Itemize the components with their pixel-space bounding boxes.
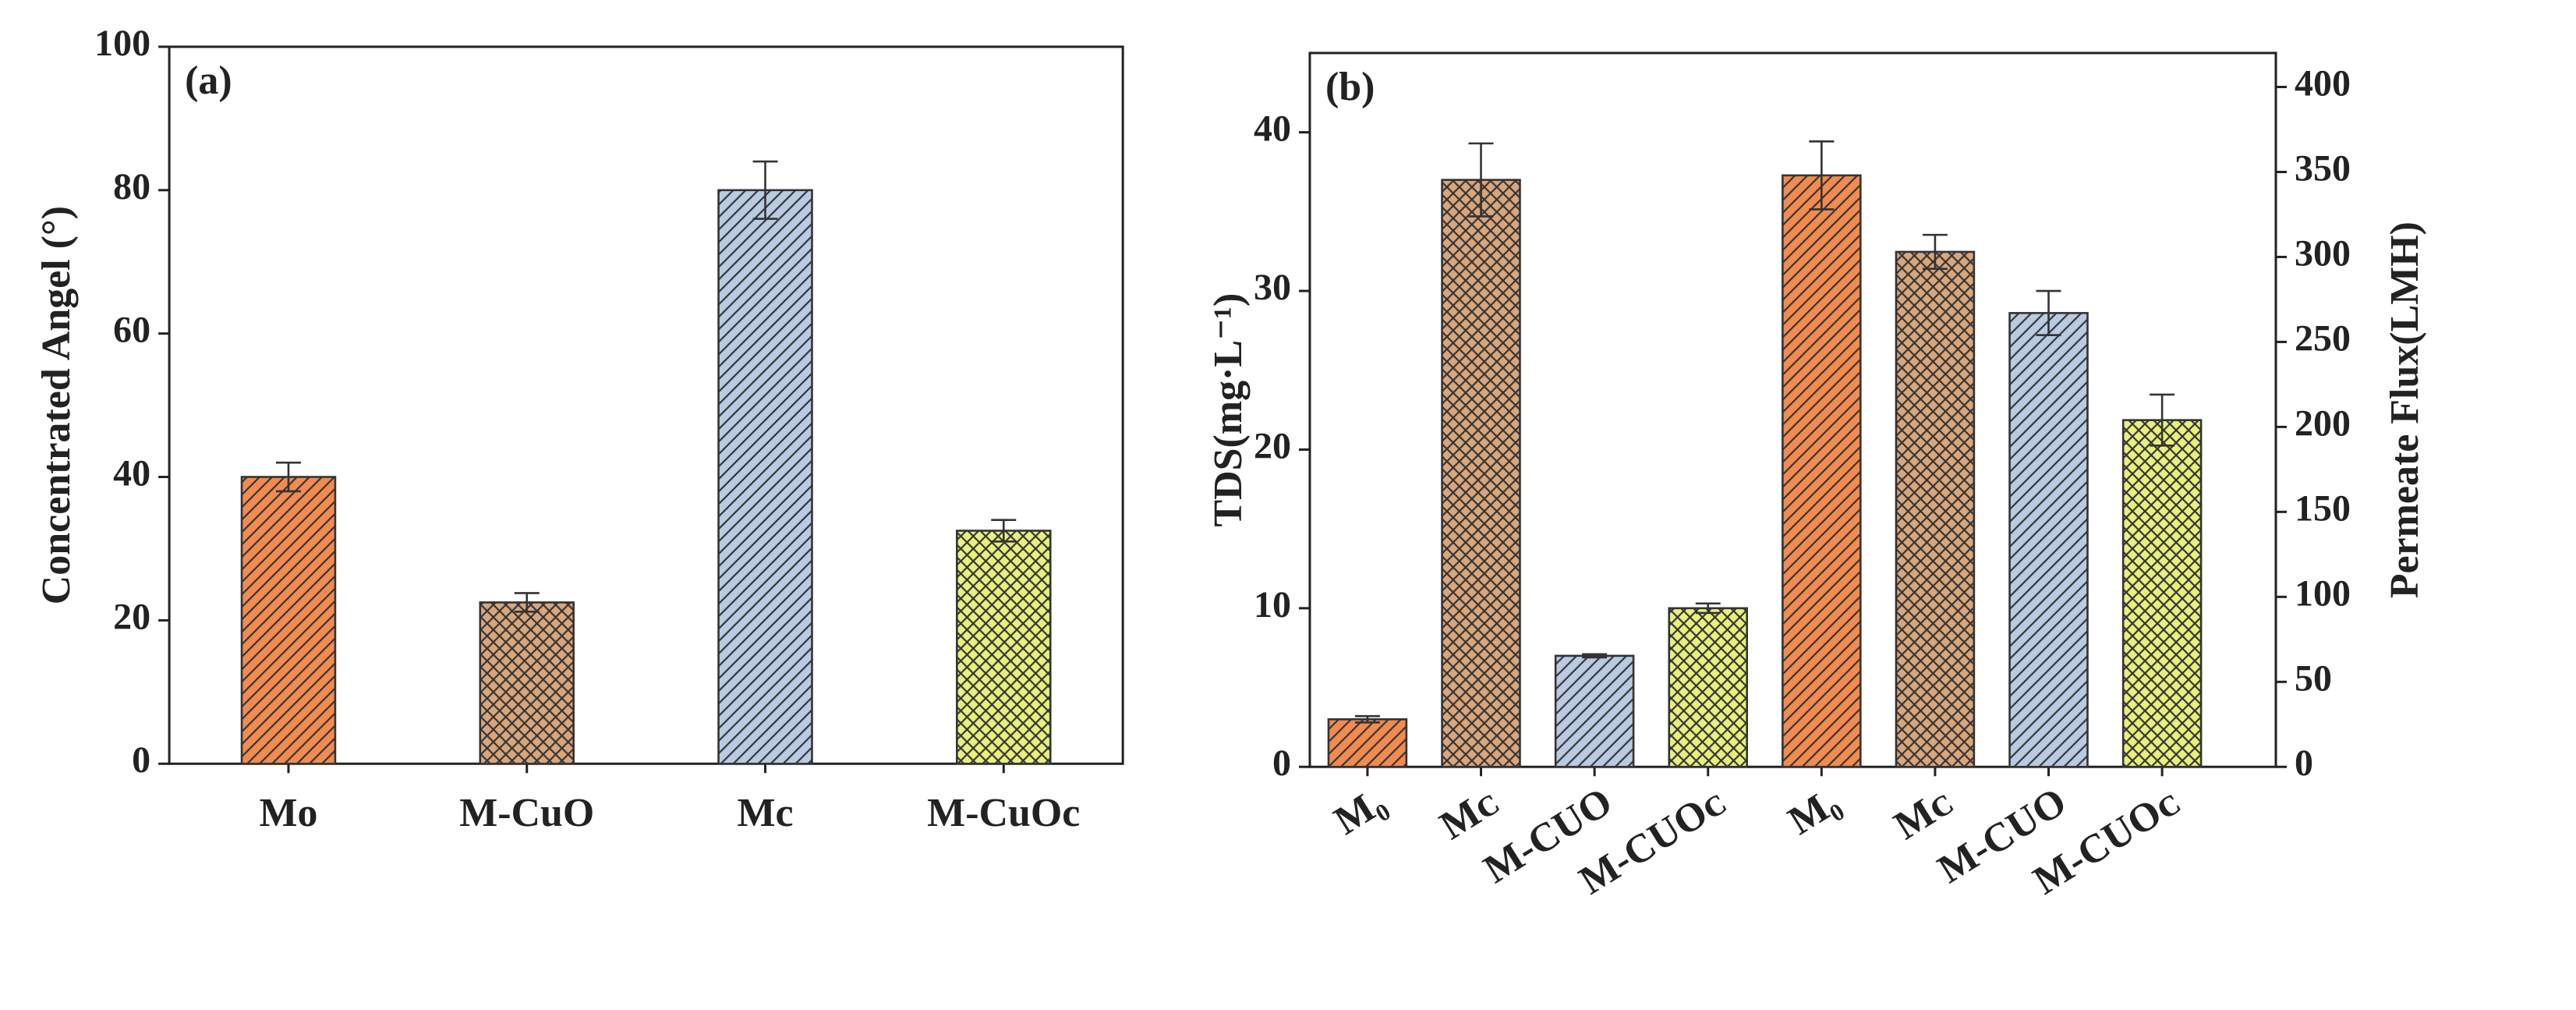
x-tick-label: Mᴄ (1432, 779, 1506, 849)
panel-label: (a) (185, 58, 232, 103)
error-bar (1922, 233, 1948, 271)
y2-tick-label: 150 (2295, 487, 2351, 529)
x-tick-label: Mo (259, 791, 317, 835)
error-bar (514, 592, 540, 613)
panel-label: (b) (1325, 65, 1375, 109)
bar (240, 476, 337, 765)
y-tick-label: 80 (113, 166, 150, 207)
y2-axis-label: Permeate Flux(LMH) (2383, 221, 2427, 598)
bar (1441, 179, 1521, 768)
y-tick-label: 30 (1254, 267, 1291, 308)
bar (956, 530, 1052, 765)
x-tick-label: M-CuOc (927, 791, 1080, 835)
error-bar (1695, 602, 1721, 615)
y2-tick-label: 100 (2295, 572, 2351, 614)
error-bar (1468, 142, 1494, 218)
error-bar (991, 519, 1017, 543)
bar (1668, 607, 1748, 768)
bar (1895, 250, 1976, 768)
y-tick-label: 60 (113, 310, 150, 351)
bar (2008, 312, 2089, 768)
error-bar (752, 160, 778, 220)
x-tick-label: M₀ (1781, 779, 1847, 844)
error-bar (1809, 140, 1835, 211)
y2-tick-label: 50 (2295, 657, 2332, 699)
error-bar (1354, 714, 1380, 724)
bar (1327, 718, 1408, 768)
bar (479, 601, 575, 765)
y-tick-label: 10 (1254, 584, 1291, 625)
y2-tick-label: 0 (2295, 742, 2313, 784)
y-tick-label: 20 (1254, 425, 1291, 466)
error-bar (1582, 653, 1608, 659)
x-tick-label: M-CuO (459, 791, 594, 835)
plot-frame (168, 45, 1124, 765)
y2-tick-label: 400 (2295, 63, 2351, 105)
y-axis-label: Concentrated Angel (°) (34, 206, 79, 604)
y-axis-label: TDS(mg·L⁻¹) (1206, 293, 1251, 527)
bar (1782, 174, 1862, 768)
y2-tick-label: 300 (2295, 232, 2351, 274)
x-tick-label: M₀ (1327, 779, 1393, 844)
bar (2121, 419, 2203, 768)
y-tick-label: 0 (132, 739, 150, 781)
y2-tick-label: 250 (2295, 317, 2351, 359)
bar (717, 189, 813, 765)
error-bar (2150, 393, 2175, 447)
bar (1554, 654, 1635, 768)
x-tick-label: Mc (737, 791, 793, 835)
y2-tick-label: 200 (2295, 402, 2351, 444)
error-bar (2036, 289, 2061, 337)
error-bar (276, 461, 301, 493)
y-tick-label: 0 (1272, 742, 1291, 784)
y-tick-label: 40 (1254, 108, 1291, 150)
y2-tick-label: 350 (2295, 147, 2351, 189)
x-tick-label: Mᴄ (1887, 779, 1961, 849)
y-tick-label: 40 (113, 453, 150, 494)
y-tick-label: 100 (94, 23, 150, 64)
y-tick-label: 20 (113, 596, 150, 637)
